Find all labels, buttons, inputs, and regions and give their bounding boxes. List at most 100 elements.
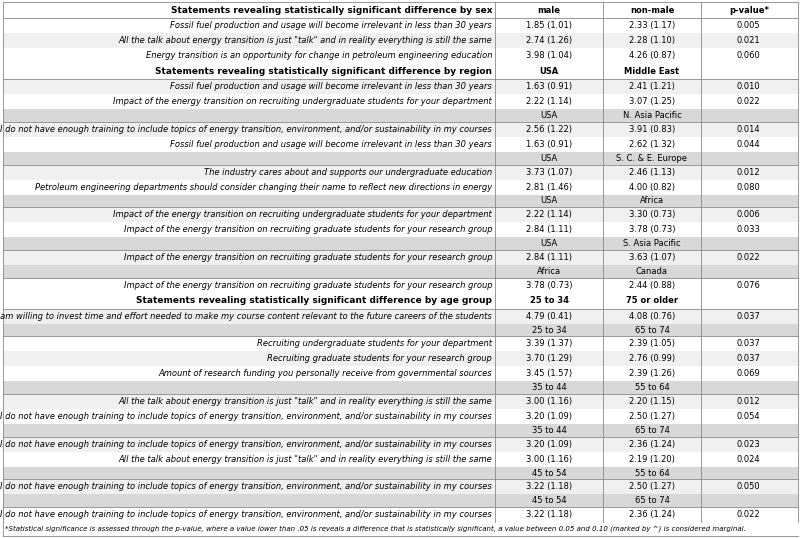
Text: 0.044: 0.044 bbox=[737, 140, 761, 149]
Text: 0.054: 0.054 bbox=[737, 412, 761, 421]
Text: Africa: Africa bbox=[537, 267, 562, 276]
Text: 0.037: 0.037 bbox=[737, 312, 761, 321]
Text: 3.22 (1.18): 3.22 (1.18) bbox=[526, 510, 572, 519]
Text: Petroleum engineering departments should consider changing their name to reflect: Petroleum engineering departments should… bbox=[35, 182, 492, 192]
Text: 0.080: 0.080 bbox=[737, 182, 761, 192]
Text: 2.81 (1.46): 2.81 (1.46) bbox=[526, 182, 572, 192]
Text: 0.069: 0.069 bbox=[737, 370, 761, 378]
Bar bbox=[3, 237, 798, 250]
Text: 1.63 (0.91): 1.63 (0.91) bbox=[526, 82, 572, 91]
Bar bbox=[3, 122, 798, 137]
Bar bbox=[3, 2, 798, 18]
Bar bbox=[3, 437, 798, 452]
Text: Statements revealing statistically significant difference by sex: Statements revealing statistically signi… bbox=[170, 5, 492, 15]
Text: 1.85 (1.01): 1.85 (1.01) bbox=[526, 21, 572, 30]
Text: USA: USA bbox=[541, 196, 558, 206]
Text: Fossil fuel production and usage will become irrelevant in less than 30 years: Fossil fuel production and usage will be… bbox=[170, 82, 492, 91]
Text: 2.84 (1.11): 2.84 (1.11) bbox=[526, 253, 572, 262]
Text: Canada: Canada bbox=[636, 267, 668, 276]
Text: 2.84 (1.11): 2.84 (1.11) bbox=[526, 225, 572, 234]
Text: 0.010: 0.010 bbox=[737, 82, 761, 91]
Text: All the talk about energy transition is just "talk" and in reality everything is: All the talk about energy transition is … bbox=[118, 455, 492, 464]
Text: 2.20 (1.15): 2.20 (1.15) bbox=[629, 397, 675, 406]
Text: Statements revealing statistically significant difference by region: Statements revealing statistically signi… bbox=[155, 67, 492, 76]
Text: 3.70 (1.29): 3.70 (1.29) bbox=[526, 355, 572, 364]
Bar bbox=[3, 222, 798, 237]
Text: 4.26 (0.87): 4.26 (0.87) bbox=[629, 51, 675, 60]
Bar bbox=[3, 207, 798, 222]
Text: 0.012: 0.012 bbox=[737, 168, 761, 176]
Text: 65 to 74: 65 to 74 bbox=[634, 426, 670, 435]
Text: USA: USA bbox=[541, 239, 558, 248]
Text: 2.50 (1.27): 2.50 (1.27) bbox=[629, 412, 675, 421]
Text: Fossil fuel production and usage will become irrelevant in less than 30 years: Fossil fuel production and usage will be… bbox=[170, 21, 492, 30]
Text: 3.20 (1.09): 3.20 (1.09) bbox=[526, 440, 572, 449]
Text: 35 to 44: 35 to 44 bbox=[532, 426, 566, 435]
Text: 3.39 (1.37): 3.39 (1.37) bbox=[526, 339, 572, 349]
Text: 2.19 (1.20): 2.19 (1.20) bbox=[629, 455, 675, 464]
Text: 55 to 64: 55 to 64 bbox=[634, 383, 670, 392]
Text: 35 to 44: 35 to 44 bbox=[532, 383, 566, 392]
Text: 3.73 (1.07): 3.73 (1.07) bbox=[526, 168, 572, 176]
Text: Middle East: Middle East bbox=[625, 67, 679, 76]
Text: I do not have enough training to include topics of energy transition, environmen: I do not have enough training to include… bbox=[1, 412, 492, 421]
Bar bbox=[3, 293, 798, 309]
Text: 2.22 (1.14): 2.22 (1.14) bbox=[526, 97, 572, 107]
Text: 75 or older: 75 or older bbox=[626, 296, 678, 305]
Bar bbox=[3, 381, 798, 394]
Text: 2.36 (1.24): 2.36 (1.24) bbox=[629, 440, 675, 449]
Bar bbox=[3, 336, 798, 351]
Text: 2.56 (1.22): 2.56 (1.22) bbox=[526, 125, 572, 134]
Text: 2.36 (1.24): 2.36 (1.24) bbox=[629, 510, 675, 519]
Text: I do not have enough training to include topics of energy transition, environmen: I do not have enough training to include… bbox=[1, 510, 492, 519]
Text: Impact of the energy transition on recruiting undergraduate students for your de: Impact of the energy transition on recru… bbox=[114, 97, 492, 107]
Text: 0.022: 0.022 bbox=[737, 253, 761, 262]
Text: Impact of the energy transition on recruiting graduate students for your researc: Impact of the energy transition on recru… bbox=[123, 225, 492, 234]
Text: I do not have enough training to include topics of energy transition, environmen: I do not have enough training to include… bbox=[1, 440, 492, 449]
Bar bbox=[3, 152, 798, 165]
Text: Impact of the energy transition on recruiting undergraduate students for your de: Impact of the energy transition on recru… bbox=[114, 210, 492, 220]
Text: 0.076: 0.076 bbox=[737, 281, 761, 289]
Text: I do not have enough training to include topics of energy transition, environmen: I do not have enough training to include… bbox=[1, 483, 492, 492]
Bar bbox=[3, 467, 798, 479]
Text: 2.41 (1.21): 2.41 (1.21) bbox=[629, 82, 675, 91]
Text: 3.30 (0.73): 3.30 (0.73) bbox=[629, 210, 675, 220]
Text: 4.08 (0.76): 4.08 (0.76) bbox=[629, 312, 675, 321]
Bar bbox=[3, 33, 798, 48]
Text: 3.78 (0.73): 3.78 (0.73) bbox=[629, 225, 675, 234]
Text: Impact of the energy transition on recruiting graduate students for your researc: Impact of the energy transition on recru… bbox=[123, 253, 492, 262]
Text: male: male bbox=[538, 5, 561, 15]
Bar bbox=[3, 94, 798, 109]
Bar bbox=[3, 137, 798, 152]
Text: 3.00 (1.16): 3.00 (1.16) bbox=[526, 455, 572, 464]
Text: 3.98 (1.04): 3.98 (1.04) bbox=[526, 51, 572, 60]
Text: p-value*: p-value* bbox=[729, 5, 769, 15]
Bar bbox=[3, 180, 798, 195]
Bar bbox=[3, 278, 798, 293]
Bar bbox=[3, 424, 798, 437]
Text: 3.00 (1.16): 3.00 (1.16) bbox=[526, 397, 572, 406]
Text: 0.060: 0.060 bbox=[737, 51, 761, 60]
Text: 1.63 (0.91): 1.63 (0.91) bbox=[526, 140, 572, 149]
Text: 3.63 (1.07): 3.63 (1.07) bbox=[629, 253, 675, 262]
Bar bbox=[3, 48, 798, 63]
Bar bbox=[3, 494, 798, 507]
Text: Africa: Africa bbox=[640, 196, 664, 206]
Text: 2.50 (1.27): 2.50 (1.27) bbox=[629, 483, 675, 492]
Bar bbox=[3, 195, 798, 207]
Text: 2.46 (1.13): 2.46 (1.13) bbox=[629, 168, 675, 176]
Text: 0.021: 0.021 bbox=[737, 36, 761, 45]
Text: 0.005: 0.005 bbox=[737, 21, 761, 30]
Text: N. Asia Pacific: N. Asia Pacific bbox=[622, 111, 682, 120]
Bar bbox=[3, 479, 798, 494]
Text: 2.33 (1.17): 2.33 (1.17) bbox=[629, 21, 675, 30]
Text: 3.78 (0.73): 3.78 (0.73) bbox=[526, 281, 573, 289]
Bar bbox=[3, 18, 798, 33]
Bar bbox=[3, 366, 798, 381]
Text: 4.79 (0.41): 4.79 (0.41) bbox=[526, 312, 572, 321]
Bar bbox=[3, 351, 798, 366]
Text: 0.037: 0.037 bbox=[737, 339, 761, 349]
Text: 2.28 (1.10): 2.28 (1.10) bbox=[629, 36, 675, 45]
Bar bbox=[3, 507, 798, 522]
Text: 65 to 74: 65 to 74 bbox=[634, 497, 670, 505]
